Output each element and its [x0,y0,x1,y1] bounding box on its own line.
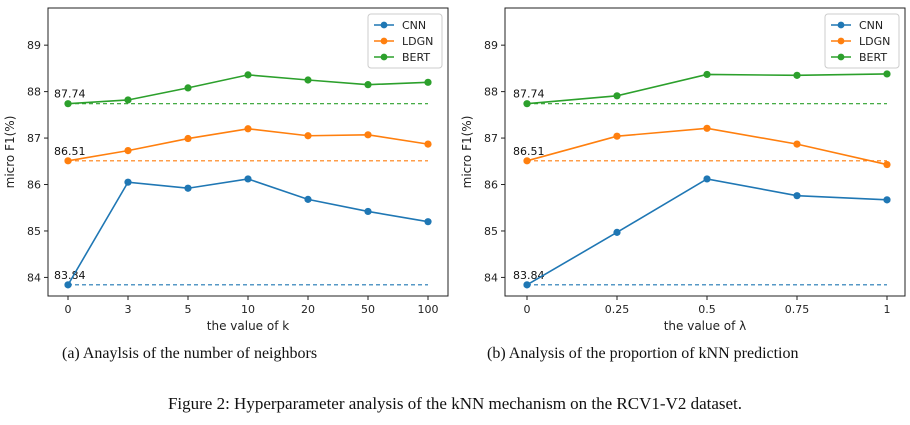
chart-a-point-cnn [184,184,192,192]
chart-b-ytick-label: 88 [484,86,498,99]
chart-a-xtick-label: 100 [418,303,439,316]
chart-a-legend-marker-ldgn [380,37,388,45]
chart-a-caption: (a) Anaylsis of the number of neighbors [62,345,317,362]
chart-a-point-bert [184,84,192,92]
chart-b-point-ldgn [703,124,711,132]
chart-b-legend-label-bert: BERT [859,51,887,64]
chart-b-point-ldgn [613,132,621,140]
chart-b-xtick-label: 0 [524,303,531,316]
chart-b-legend-marker-bert [837,53,845,61]
chart-a-baseline-label-ldgn: 86.51 [54,145,86,158]
chart-b-point-bert [613,92,621,100]
chart-a-legend-marker-cnn [380,21,388,29]
chart-b-baseline-label-ldgn: 86.51 [513,145,545,158]
chart-a-xlabel: the value of k [207,319,289,333]
chart-a-xtick-label: 3 [125,303,132,316]
chart-a-xtick-label: 5 [185,303,192,316]
chart-a-point-cnn [244,175,252,183]
chart-a-point-ldgn [364,131,372,139]
chart-b-point-bert [523,100,531,108]
chart-b-point-cnn [793,192,801,200]
chart-a-point-ldgn [64,157,72,165]
chart-b-point-ldgn [523,157,531,165]
chart-b-point-bert [883,70,891,78]
chart-a-ytick-label: 86 [27,179,41,192]
chart-b-point-cnn [613,228,621,236]
chart-b-legend-box [824,13,900,69]
chart-b-point-cnn [703,175,711,183]
chart-a-point-ldgn [124,147,132,155]
chart-a-baseline-label-bert: 87.74 [54,88,86,101]
chart-a-ytick-label: 89 [27,39,41,52]
chart-a-ytick-label: 88 [27,86,41,99]
chart-b-point-ldgn [793,140,801,148]
chart-a-point-bert [304,76,312,84]
chart-b-point-ldgn [883,160,891,169]
chart-a-point-bert [244,71,252,79]
chart-a-point-cnn [364,207,372,216]
chart-b-ytick-label: 89 [484,39,498,52]
chart-a-point-cnn [304,195,312,203]
chart-b-legend-marker-cnn [837,21,845,29]
chart-b-point-bert [793,71,801,79]
chart-a-point-cnn [424,218,432,226]
chart-a-point-ldgn [424,140,432,148]
chart-a-point-cnn [124,178,132,186]
chart-a: micro F1(%) the value of k 848586878889 … [3,7,449,362]
chart-a-point-ldgn [244,125,252,133]
chart-a-xtick-label: 50 [361,303,375,316]
chart-a-ytick-label: 84 [27,271,41,284]
chart-a-xtick-label: 10 [241,303,255,316]
chart-b-baseline-label-cnn: 83.84 [513,269,545,282]
chart-b-ylabel: micro F1(%) [460,116,474,189]
chart-a-point-bert [364,81,372,89]
chart-b: micro F1(%) the value of λ 848586878889 … [460,7,906,362]
chart-a-ylabel: micro F1(%) [3,116,17,189]
chart-b-xtick-label: 1 [884,303,891,316]
chart-b-xtick-label: 0.5 [698,303,716,316]
chart-a-legend-box [367,13,443,69]
chart-a-point-ldgn [184,134,192,143]
chart-b-legend-marker-ldgn [837,37,845,45]
chart-b-legend-label-cnn: CNN [859,19,883,32]
chart-a-xtick-label: 0 [65,303,72,316]
chart-b-ytick-label: 86 [484,179,498,192]
chart-b-xtick-label: 0.75 [785,303,810,316]
chart-a-point-cnn [64,281,72,289]
chart-b-xlabel: the value of λ [664,319,747,333]
chart-a-point-ldgn [304,132,312,140]
chart-a-baseline-label-cnn: 83.84 [54,269,86,282]
chart-a-ytick-label: 85 [27,225,41,238]
chart-a-legend-label-cnn: CNN [402,19,426,32]
chart-a-point-bert [124,96,132,104]
chart-b-ytick-label: 84 [484,271,498,284]
chart-b-point-bert [703,70,711,79]
figure-caption: Figure 2: Hyperparameter analysis of the… [168,394,742,413]
chart-a-ytick-label: 87 [27,132,41,145]
chart-b-xtick-label: 0.25 [605,303,630,316]
chart-b-legend-label-ldgn: LDGN [859,35,890,48]
chart-a-legend-label-bert: BERT [402,51,430,64]
chart-a-point-bert [424,78,432,86]
chart-a-legend-marker-bert [380,53,388,61]
chart-b-caption: (b) Analysis of the proportion of kNN pr… [487,345,799,362]
chart-a-point-bert [64,100,72,108]
chart-b-ytick-label: 87 [484,132,498,145]
chart-a-legend-label-ldgn: LDGN [402,35,433,48]
chart-a-xtick-label: 20 [301,303,315,316]
chart-b-ytick-label: 85 [484,225,498,238]
chart-b-point-cnn [883,196,891,204]
chart-b-point-cnn [523,281,531,289]
chart-b-baseline-label-bert: 87.74 [513,88,545,101]
